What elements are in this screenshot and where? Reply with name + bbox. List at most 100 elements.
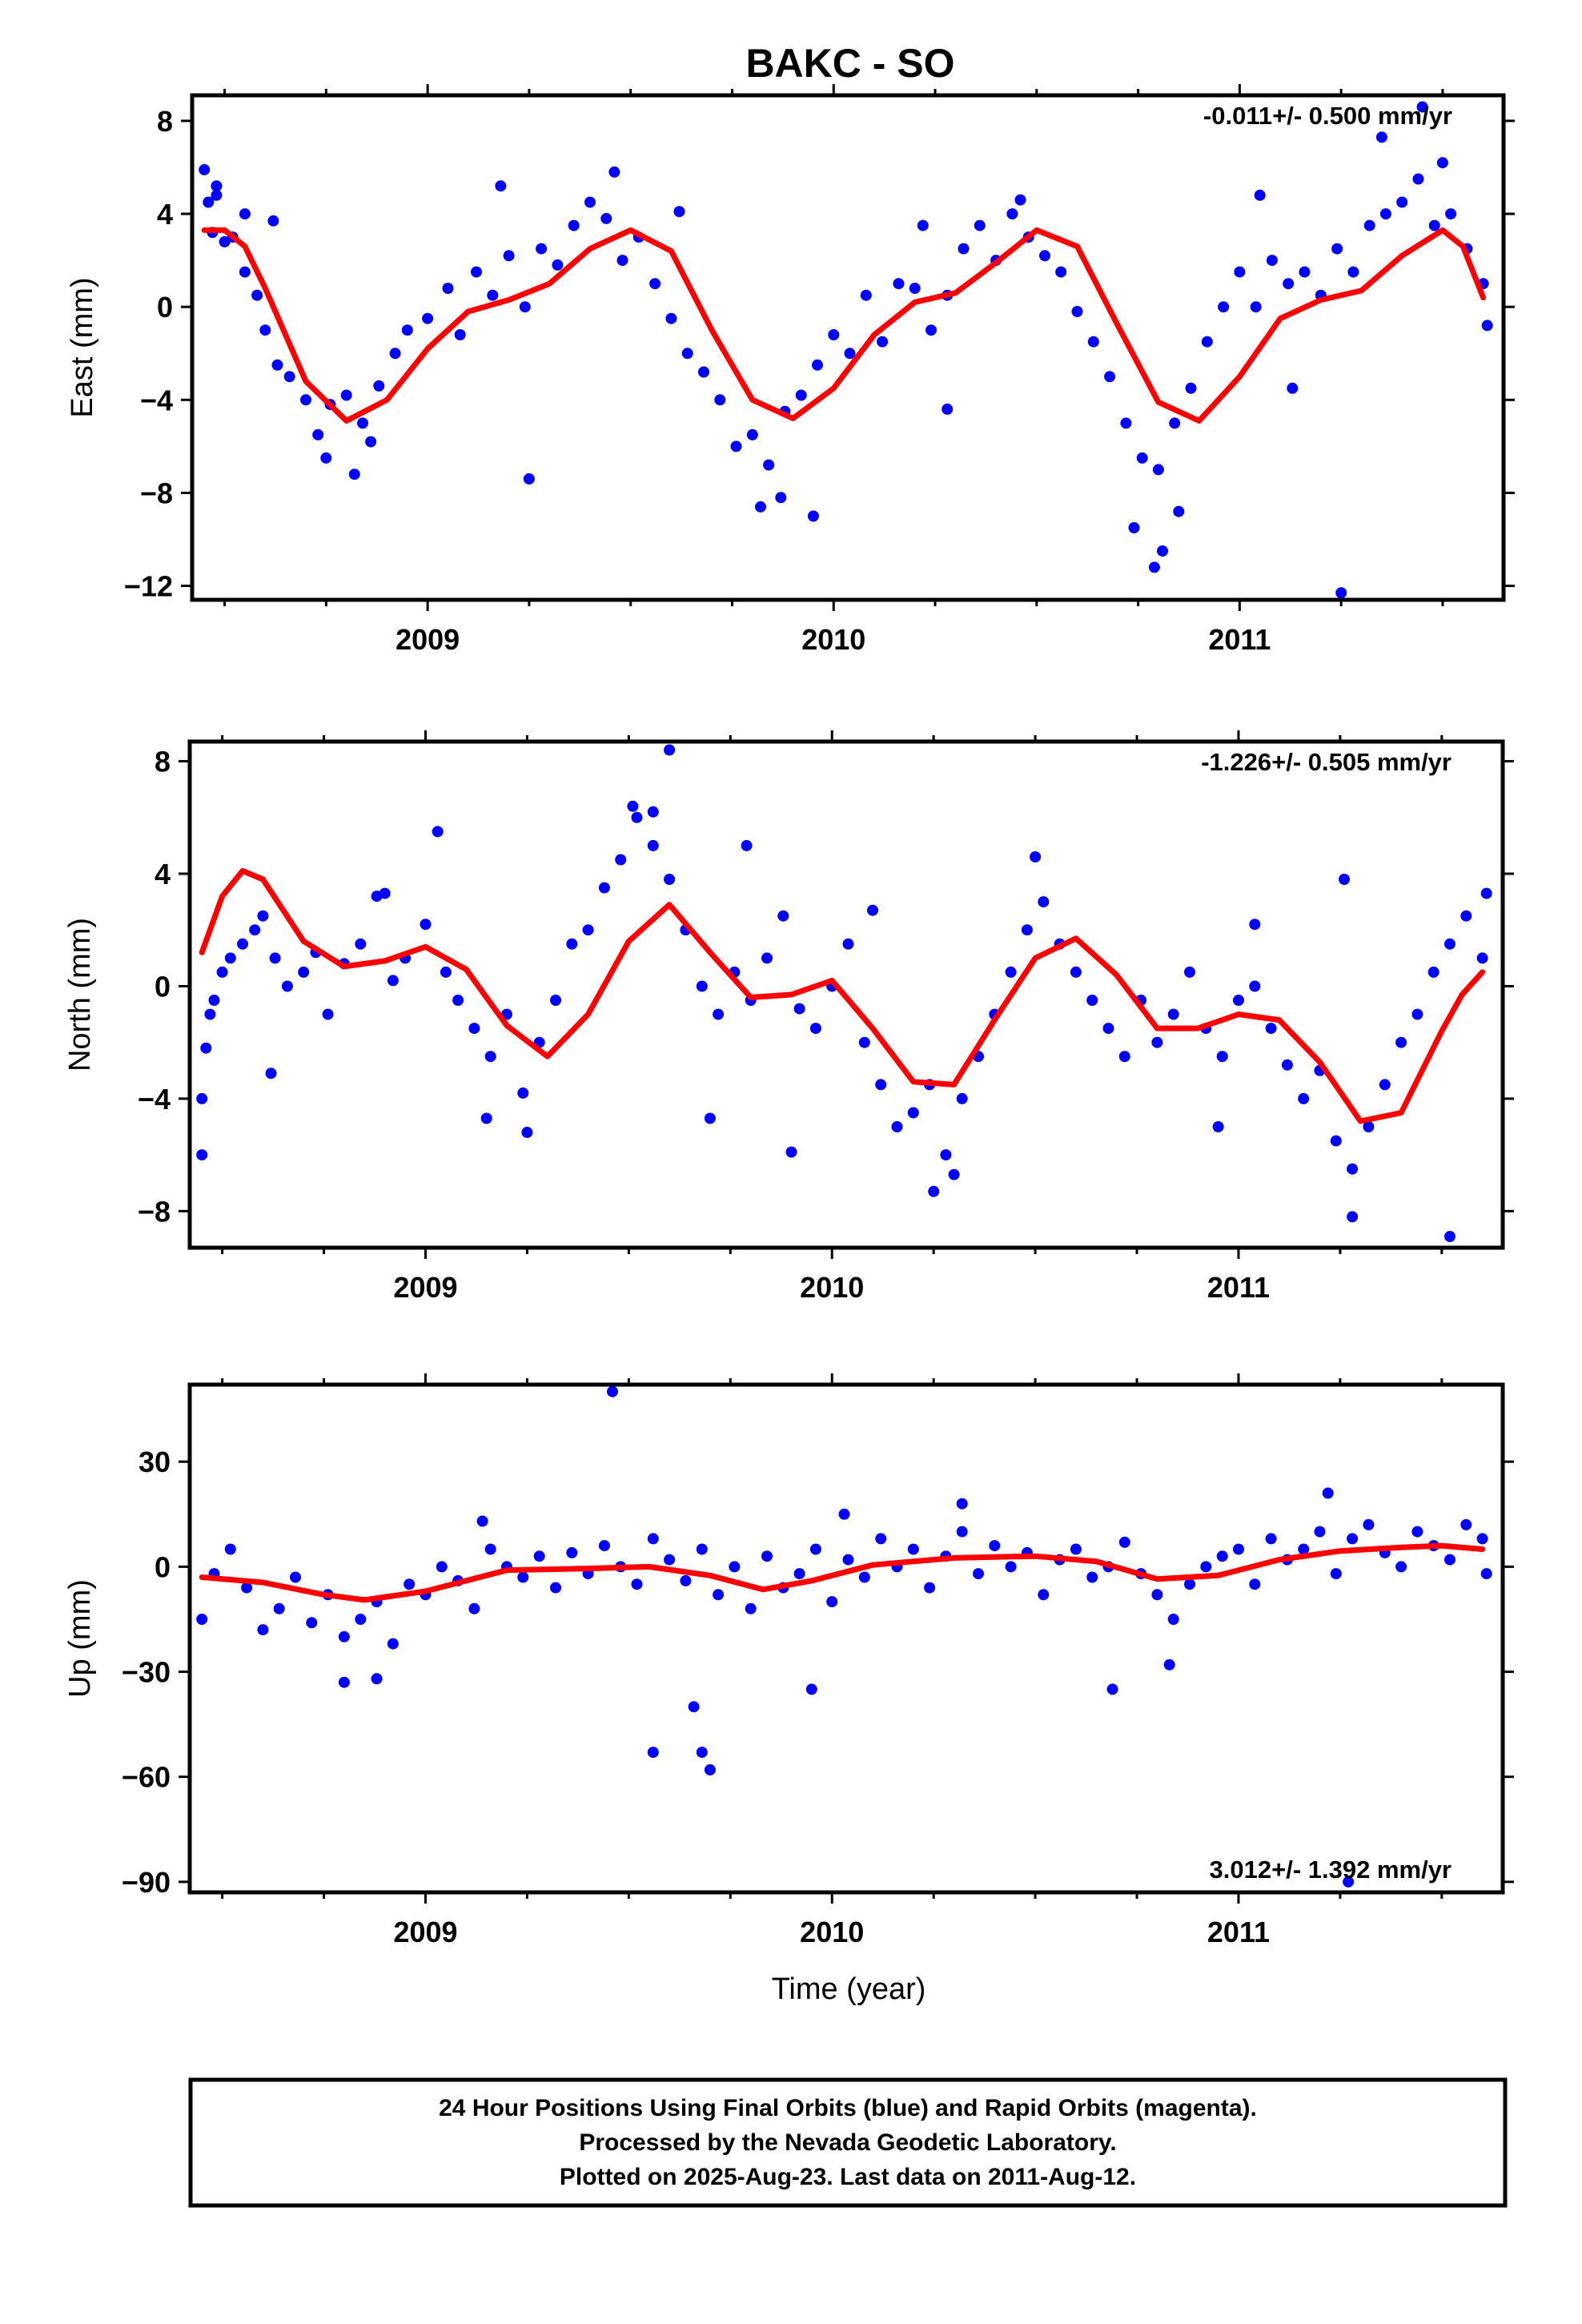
east-data-point — [828, 329, 840, 340]
north-data-point — [440, 966, 452, 978]
east-data-point — [1331, 243, 1343, 255]
up-panel: 2009 2010 2011 30 0 −30 −60 −90 Up (mm) 3.012+/- … — [63, 1373, 1514, 1948]
east-data-point — [795, 389, 807, 401]
east-data-point — [568, 219, 580, 231]
north-data-point — [484, 1051, 496, 1063]
north-data-point — [420, 919, 432, 931]
east-data-point — [1396, 196, 1408, 208]
north-data-point — [1444, 938, 1456, 950]
up-data-point — [688, 1701, 700, 1713]
east-data-point — [1363, 219, 1375, 231]
east-data-point — [267, 215, 279, 227]
east-data-point — [1436, 157, 1448, 169]
north-data-point — [940, 1149, 952, 1161]
up-data-point — [907, 1543, 919, 1555]
east-data-point — [552, 259, 564, 271]
north-data-point — [627, 800, 639, 812]
east-data-point — [1254, 189, 1266, 201]
east-data-point — [442, 283, 454, 294]
east-data-point — [1169, 417, 1181, 429]
up-data-point — [696, 1747, 708, 1759]
north-y-tick-label: −4 — [138, 1083, 171, 1116]
east-data-point — [860, 289, 872, 301]
north-data-point — [1330, 1135, 1342, 1147]
north-data-point — [298, 966, 310, 978]
east-data-point — [283, 371, 295, 383]
north-data-point — [582, 924, 594, 936]
north-data-point — [867, 904, 878, 916]
east-data-point — [844, 348, 856, 360]
east-y-tick-label: −12 — [124, 570, 173, 603]
east-data-point — [536, 243, 548, 255]
up-data-point — [1070, 1543, 1082, 1555]
up-data-point — [1151, 1589, 1163, 1601]
north-data-point — [956, 1092, 968, 1104]
east-data-point — [320, 452, 332, 464]
north-data-point — [387, 975, 399, 987]
up-data-point — [1249, 1578, 1261, 1590]
north-data-point — [647, 839, 659, 851]
north-y-tick-label: −8 — [138, 1195, 171, 1228]
east-data-point — [1120, 417, 1132, 429]
east-y-tick-label: −8 — [140, 476, 173, 509]
east-data-point — [958, 243, 970, 255]
east-data-point — [608, 166, 620, 178]
east-data-point — [1416, 101, 1428, 113]
up-data-point — [1184, 1578, 1195, 1590]
up-data-point — [1163, 1659, 1175, 1671]
east-data-point — [1173, 505, 1185, 517]
up-data-point — [1476, 1533, 1488, 1545]
north-data-point — [1151, 1036, 1163, 1048]
north-data-point — [664, 744, 676, 756]
north-data-point — [598, 882, 610, 894]
north-data-point — [1118, 1051, 1130, 1063]
north-data-point — [948, 1168, 960, 1180]
east-data-point — [1006, 208, 1018, 220]
east-data-point — [1481, 320, 1493, 332]
up-data-point — [533, 1550, 545, 1562]
up-data-point — [1411, 1526, 1423, 1538]
east-data-point — [1428, 219, 1440, 231]
north-rate-annotation: -1.226+/- 0.505 mm/yr — [1201, 748, 1452, 776]
up-y-tick-label: −60 — [122, 1761, 171, 1794]
east-data-point — [1379, 208, 1391, 220]
north-y-axis-label: North (mm) — [63, 918, 97, 1072]
up-data-point — [338, 1630, 350, 1642]
north-data-point — [704, 1112, 716, 1124]
north-y-tick-label: 4 — [155, 858, 171, 891]
up-data-point — [257, 1624, 269, 1636]
up-data-point — [1330, 1568, 1342, 1580]
north-data-point — [647, 806, 659, 818]
east-data-point — [1087, 336, 1099, 348]
up-data-point — [371, 1673, 383, 1685]
up-data-point — [1038, 1589, 1050, 1601]
north-data-point — [200, 1042, 212, 1054]
north-data-point — [1216, 1051, 1228, 1063]
east-data-point — [211, 189, 223, 201]
east-data-point — [1287, 382, 1299, 394]
north-data-point — [281, 980, 293, 992]
east-data-point — [1283, 278, 1295, 290]
east-data-point — [239, 208, 251, 220]
up-data-point — [989, 1540, 1001, 1552]
up-data-point — [355, 1614, 367, 1625]
north-data-point — [468, 1023, 480, 1035]
north-plot-frame — [187, 739, 1505, 1250]
east-data-point — [917, 219, 929, 231]
north-x-tick-label: 2010 — [800, 1271, 864, 1304]
north-data-point — [1212, 1121, 1224, 1132]
east-data-point — [259, 324, 271, 336]
up-data-point — [647, 1747, 659, 1759]
up-data-point — [631, 1578, 643, 1590]
east-data-point — [523, 473, 535, 485]
up-plot-frame — [187, 1382, 1505, 1895]
north-x-tick-label: 2009 — [393, 1271, 457, 1304]
legend-line-1: 24 Hour Positions Using Final Orbits (bl… — [439, 2095, 1257, 2121]
north-data-point — [1021, 924, 1033, 936]
east-x-tick-label: 2010 — [801, 623, 865, 656]
north-data-point — [928, 1185, 940, 1197]
north-data-point — [809, 1023, 821, 1035]
legend-line-2: Processed by the Nevada Geodetic Laborat… — [579, 2129, 1116, 2156]
north-data-point — [1444, 1231, 1456, 1242]
north-data-point — [1233, 995, 1244, 1006]
